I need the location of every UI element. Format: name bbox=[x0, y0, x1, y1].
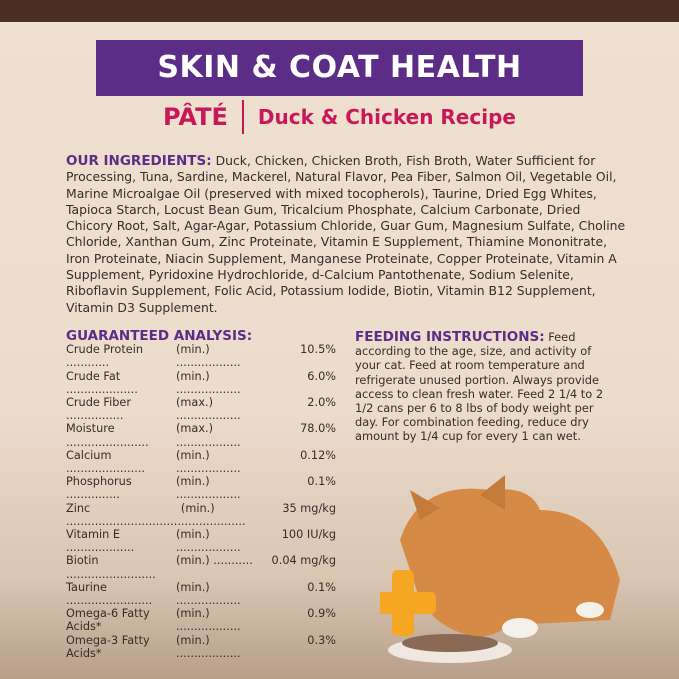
analysis-name: Calcium ...................... bbox=[66, 448, 146, 476]
analysis-row: Vitamin E ................... (min.) ....… bbox=[66, 528, 336, 554]
recipe-subtitle: PÂTÉ Duck & Chicken Recipe bbox=[0, 100, 679, 140]
feeding-heading: FEEDING INSTRUCTIONS: bbox=[355, 329, 545, 345]
analysis-value: 2.0% bbox=[307, 396, 336, 410]
analysis-qual: (min.) .................. bbox=[176, 448, 241, 476]
analysis-row: Omega-6 Fatty Acids* (min.) .............… bbox=[66, 607, 336, 633]
analysis-row: Phosphorus ............... (min.) .......… bbox=[66, 475, 336, 501]
analysis-name: Crude Protein ............ bbox=[66, 343, 144, 370]
analysis-heading: GUARANTEED ANALYSIS: bbox=[66, 328, 253, 344]
analysis-qual: (min.) .................. bbox=[176, 343, 241, 370]
analysis-value: 0.12% bbox=[300, 448, 336, 462]
analysis-value: 35 mg/kg bbox=[282, 501, 336, 515]
analysis-name: Biotin ......................... bbox=[66, 554, 156, 581]
analysis-row: Taurine ........................ (min.) .… bbox=[66, 581, 336, 607]
analysis-row: Crude Fiber ................ (max.) .....… bbox=[66, 396, 336, 422]
analysis-qual: (min.) .................. bbox=[176, 475, 241, 502]
food bbox=[402, 634, 498, 652]
format-label: PÂTÉ bbox=[163, 103, 228, 131]
ingredients-heading: OUR INGREDIENTS: bbox=[66, 153, 212, 169]
analysis-qual: (min.) .................. bbox=[176, 607, 241, 634]
analysis-name: Vitamin E ................... bbox=[66, 528, 135, 555]
analysis-name: Omega-6 Fatty Acids* bbox=[66, 607, 150, 634]
analysis-qual: (min.) .................. bbox=[180, 501, 246, 528]
analysis-row: Calcium ...................... (min.) ...… bbox=[66, 449, 336, 475]
analysis-qual: (min.) .................. bbox=[176, 528, 241, 555]
cat-paw bbox=[502, 618, 538, 638]
guaranteed-analysis: GUARANTEED ANALYSIS: Crude Protein .....… bbox=[66, 328, 336, 660]
analysis-name: Taurine ........................ bbox=[66, 580, 153, 608]
analysis-name: Zinc ................................ bbox=[66, 501, 181, 528]
analysis-name: Moisture ....................... bbox=[66, 422, 149, 449]
analysis-row: Zinc ................................ (mi… bbox=[66, 502, 336, 528]
cat-ear bbox=[410, 490, 440, 520]
cat-ear bbox=[480, 475, 505, 510]
analysis-row: Moisture ....................... (max.) .… bbox=[66, 422, 336, 448]
feeding-text: Feed according to the age, size, and act… bbox=[355, 330, 604, 444]
cat-paw bbox=[576, 602, 604, 618]
analysis-qual: (max.) .................. bbox=[176, 396, 241, 423]
analysis-value: 0.1% bbox=[307, 580, 336, 594]
analysis-row: Omega-3 Fatty Acids* (min.) .............… bbox=[66, 634, 336, 660]
plus-icon bbox=[380, 570, 436, 636]
analysis-value: 0.04 mg/kg bbox=[271, 554, 336, 568]
ingredients-text: Duck, Chicken, Chicken Broth, Fish Broth… bbox=[66, 153, 626, 315]
analysis-qual: (min.) .................. bbox=[176, 633, 241, 660]
analysis-name: Phosphorus ............... bbox=[66, 475, 132, 502]
analysis-row: Biotin ......................... (min.) .… bbox=[66, 554, 336, 580]
analysis-value: 100 IU/kg bbox=[281, 528, 336, 542]
analysis-row: Crude Protein ............ (min.) .......… bbox=[66, 343, 336, 369]
ingredients-section: OUR INGREDIENTS: Duck, Chicken, Chicken … bbox=[66, 153, 626, 316]
recipe-name: Duck & Chicken Recipe bbox=[257, 105, 516, 129]
analysis-value: 0.3% bbox=[307, 633, 336, 647]
analysis-qual: (min.) .................. bbox=[176, 580, 241, 608]
analysis-row: Crude Fat .................... (min.) ...… bbox=[66, 370, 336, 396]
benefit-banner: SKIN & COAT HEALTH bbox=[96, 40, 583, 96]
feeding-instructions: FEEDING INSTRUCTIONS: Feed according to … bbox=[355, 330, 620, 444]
analysis-qual: (min.) ........... bbox=[176, 554, 253, 568]
analysis-qual: (min.) .................. bbox=[176, 369, 241, 396]
analysis-name: Crude Fiber ................ bbox=[66, 396, 131, 423]
analysis-value: 10.5% bbox=[300, 343, 336, 357]
cat-body bbox=[400, 488, 620, 637]
top-bar bbox=[0, 0, 679, 22]
analysis-qual: (max.) .................. bbox=[176, 422, 241, 449]
analysis-value: 0.9% bbox=[307, 607, 336, 621]
analysis-name: Crude Fat .................... bbox=[66, 369, 138, 396]
divider bbox=[241, 100, 244, 134]
cat-eating-image bbox=[380, 475, 620, 663]
analysis-value: 0.1% bbox=[307, 475, 336, 489]
analysis-value: 6.0% bbox=[307, 369, 336, 383]
analysis-name: Omega-3 Fatty Acids* bbox=[66, 633, 150, 660]
analysis-value: 78.0% bbox=[300, 422, 336, 436]
